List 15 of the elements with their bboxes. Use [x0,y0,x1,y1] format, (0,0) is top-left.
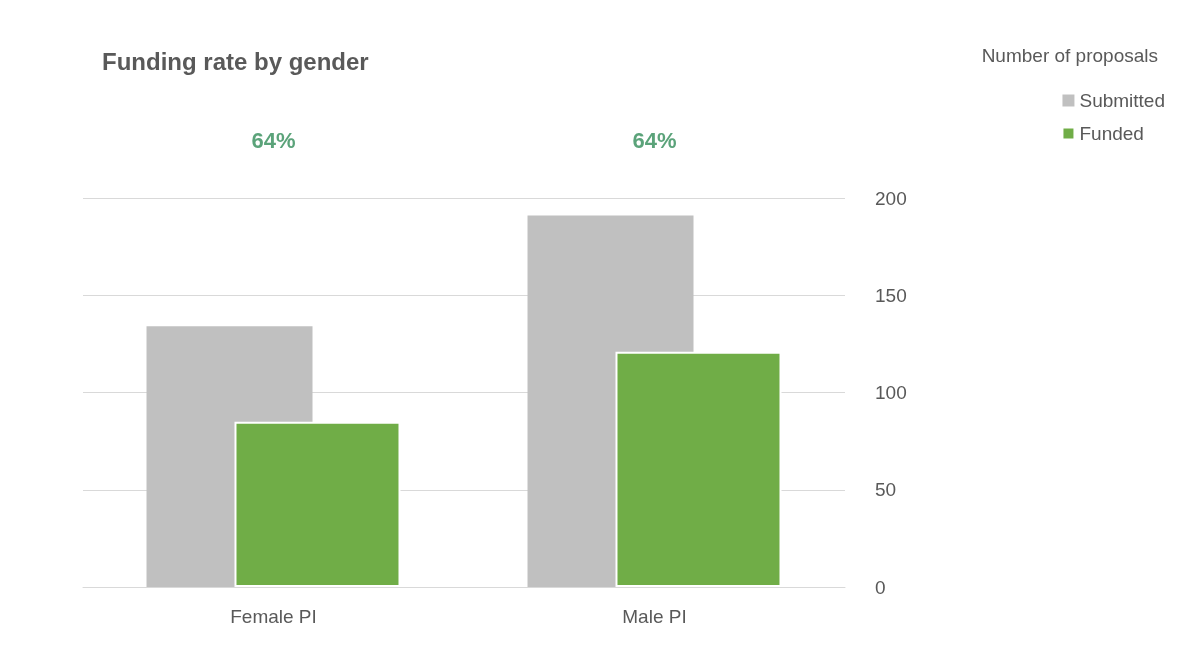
legend-title: Number of proposals [981,45,1159,66]
x-tick-label: Female PI [230,606,317,627]
y-tick-label: 0 [875,576,886,598]
y-tick-label: 200 [875,187,907,209]
text: 64% [251,127,296,153]
bar [615,351,782,587]
legend-label: Submitted [1079,90,1165,111]
y-tick-label: 150 [875,284,907,306]
bar [234,421,401,587]
x-tick-label: Male PI [622,606,687,627]
chart-title: Funding rate by gender [102,47,369,75]
y-tick-label: 50 [875,479,897,501]
legend-label: Funded [1079,123,1144,144]
y-tick-label: 100 [875,382,907,403]
text: 64% [632,127,677,153]
